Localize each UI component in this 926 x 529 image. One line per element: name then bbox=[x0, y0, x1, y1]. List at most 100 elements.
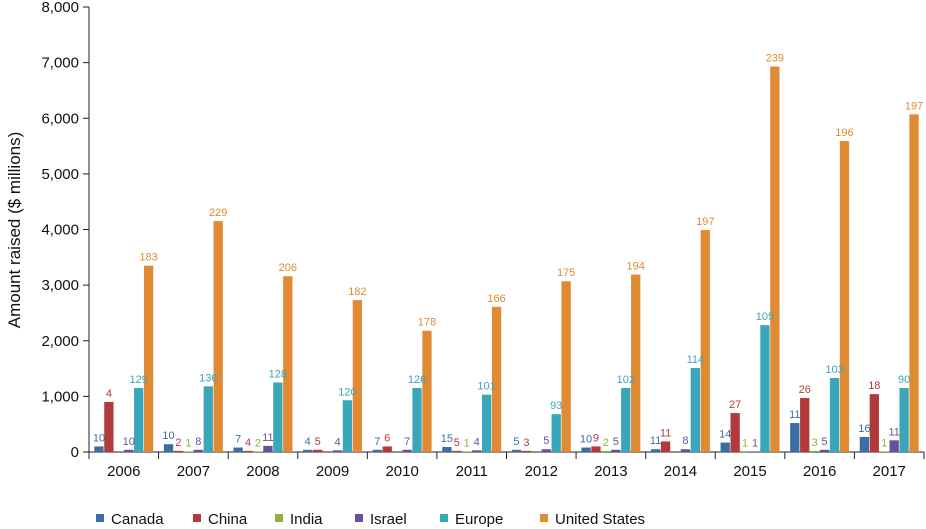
bar-europe bbox=[412, 388, 422, 452]
data-label: 126 bbox=[408, 374, 426, 386]
data-label: 10 bbox=[162, 430, 174, 442]
bar-canada bbox=[790, 423, 800, 452]
x-tick-label: 2017 bbox=[873, 463, 906, 480]
legend-item: Canada bbox=[96, 511, 164, 528]
bar-israel bbox=[680, 449, 691, 452]
bar-israel bbox=[193, 449, 203, 452]
data-label: 6 bbox=[384, 432, 390, 444]
bar-united-states bbox=[143, 265, 154, 452]
data-label: 120 bbox=[338, 386, 356, 398]
data-label: 10 bbox=[93, 432, 105, 444]
bar-india bbox=[253, 451, 263, 452]
bar-china bbox=[382, 446, 392, 452]
bar-canada bbox=[303, 449, 313, 452]
x-tick-label: 2012 bbox=[525, 463, 558, 480]
x-tick-label: 2006 bbox=[107, 463, 140, 480]
bar-china bbox=[243, 450, 253, 452]
data-label: 26 bbox=[799, 384, 811, 396]
x-tick-label: 2014 bbox=[664, 463, 697, 480]
y-tick-label: 7,000 bbox=[41, 55, 79, 72]
legend-swatch bbox=[275, 514, 283, 522]
data-label: 239 bbox=[766, 53, 784, 65]
data-label: 2 bbox=[603, 437, 609, 449]
bar-israel bbox=[541, 449, 551, 452]
bar-china bbox=[800, 398, 810, 452]
bar-china bbox=[452, 450, 462, 452]
bar-europe bbox=[203, 386, 213, 452]
data-label: 5 bbox=[454, 437, 460, 449]
data-label: 18 bbox=[868, 380, 880, 392]
bar-canada bbox=[163, 444, 174, 452]
bar-israel bbox=[332, 450, 343, 452]
data-label: 11 bbox=[650, 435, 661, 447]
y-axis-label: Amount raised ($ millions) bbox=[5, 132, 24, 329]
legend-label: United States bbox=[555, 511, 645, 528]
bar-europe bbox=[899, 388, 909, 452]
data-label: 7 bbox=[235, 434, 241, 446]
data-label: 11 bbox=[660, 427, 671, 439]
data-label: 1 bbox=[742, 438, 748, 450]
legend-item: Europe bbox=[440, 511, 503, 528]
data-label: 5 bbox=[543, 435, 549, 447]
bar-china bbox=[312, 449, 323, 452]
data-label: 1 bbox=[464, 437, 470, 449]
bar-canada bbox=[94, 446, 104, 452]
bar-united-states bbox=[283, 276, 293, 452]
y-tick-label: 1,000 bbox=[41, 388, 79, 405]
x-tick-label: 2007 bbox=[177, 463, 210, 480]
data-label: 16 bbox=[858, 423, 870, 435]
bar-canada bbox=[720, 442, 730, 452]
x-tick-label: 2010 bbox=[385, 463, 418, 480]
data-label: 101 bbox=[477, 381, 495, 393]
bar-israel bbox=[472, 450, 482, 452]
bar-canada bbox=[233, 447, 243, 452]
y-tick-label: 5,000 bbox=[41, 166, 79, 183]
data-label: 178 bbox=[418, 317, 436, 329]
x-tick-label: 2013 bbox=[594, 463, 627, 480]
bar-united-states bbox=[491, 306, 502, 452]
bar-israel bbox=[124, 449, 134, 452]
data-label: 175 bbox=[557, 267, 575, 279]
bar-united-states bbox=[352, 300, 363, 452]
bar-china bbox=[660, 441, 671, 452]
data-label: 2 bbox=[255, 437, 261, 449]
data-label: 9 bbox=[593, 432, 599, 444]
data-label: 5 bbox=[613, 436, 619, 448]
legend-label: China bbox=[208, 511, 248, 528]
bar-europe bbox=[829, 378, 840, 452]
bar-india bbox=[810, 450, 820, 452]
bar-united-states bbox=[561, 281, 571, 452]
x-tick-label: 2015 bbox=[733, 463, 766, 480]
data-label: 206 bbox=[279, 262, 297, 274]
bar-united-states bbox=[213, 221, 223, 452]
data-label: 7 bbox=[374, 436, 380, 448]
y-tick-label: 4,000 bbox=[41, 222, 79, 239]
data-label: 3 bbox=[812, 437, 818, 449]
bar-canada bbox=[650, 449, 661, 452]
bar-united-states bbox=[422, 330, 432, 452]
data-label: 11 bbox=[262, 432, 273, 444]
bar-canada bbox=[581, 447, 591, 452]
data-label: 4 bbox=[106, 388, 112, 400]
data-label: 196 bbox=[835, 127, 853, 139]
data-label: 93 bbox=[550, 400, 562, 412]
data-label: 5 bbox=[513, 436, 519, 448]
bar-china bbox=[521, 450, 532, 452]
legend-swatch bbox=[440, 514, 448, 522]
bar-israel bbox=[402, 449, 412, 452]
data-label: 128 bbox=[269, 368, 287, 380]
bar-united-states bbox=[839, 141, 850, 452]
data-label: 2 bbox=[175, 437, 181, 449]
data-label: 90 bbox=[898, 374, 910, 386]
data-label: 4 bbox=[305, 436, 311, 448]
x-tick-label: 2009 bbox=[316, 463, 349, 480]
bar-united-states bbox=[770, 66, 780, 453]
y-tick-label: 2,000 bbox=[41, 333, 79, 350]
bar-india bbox=[183, 451, 194, 452]
x-tick-label: 2016 bbox=[803, 463, 836, 480]
bar-united-states bbox=[631, 274, 641, 452]
data-label: 10 bbox=[580, 434, 592, 446]
data-label: 8 bbox=[195, 436, 201, 448]
